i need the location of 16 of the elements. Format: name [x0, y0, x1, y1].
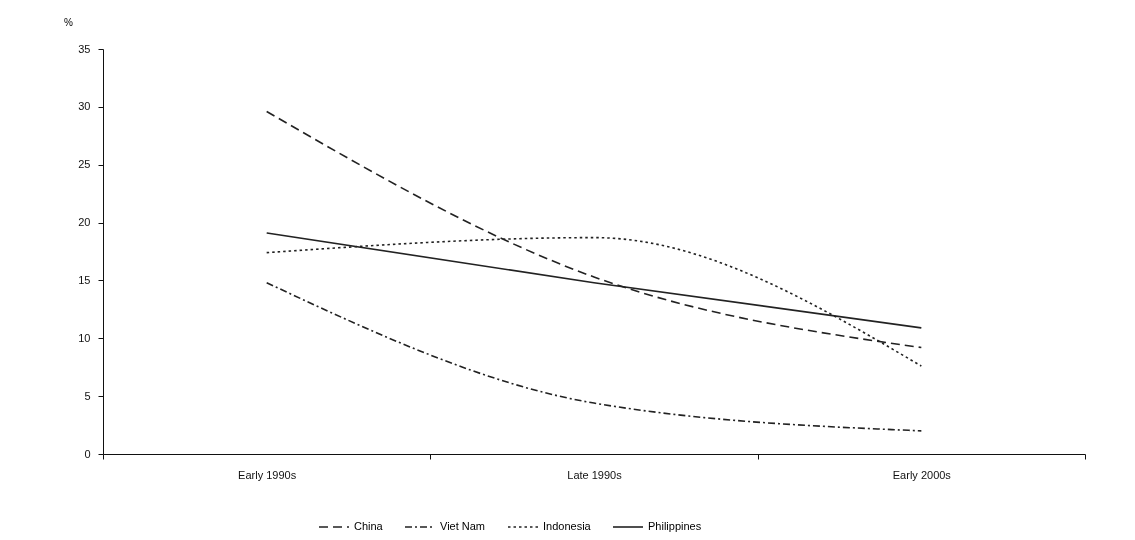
y-tick-label: 15	[78, 273, 91, 286]
y-tick-label: 25	[78, 158, 91, 171]
legend-label: Viet Nam	[440, 520, 486, 532]
y-tick-label: 30	[78, 100, 91, 113]
x-tick-label: Late 1990s	[567, 468, 623, 481]
y-tick-label: 5	[84, 389, 91, 402]
x-tick-label: Early 1990s	[238, 468, 297, 481]
y-tick-label: 10	[78, 331, 91, 344]
y-tick-label: 35	[78, 42, 91, 55]
y-tick-label: 20	[78, 216, 91, 229]
x-tick-label: Early 2000s	[892, 468, 952, 481]
y-tick-label: 0	[84, 447, 91, 460]
y-axis-title: %	[64, 16, 74, 28]
legend-label: Philippines	[648, 520, 702, 532]
legend-label: China	[354, 520, 384, 532]
legend-label: Indonesia	[543, 520, 592, 532]
